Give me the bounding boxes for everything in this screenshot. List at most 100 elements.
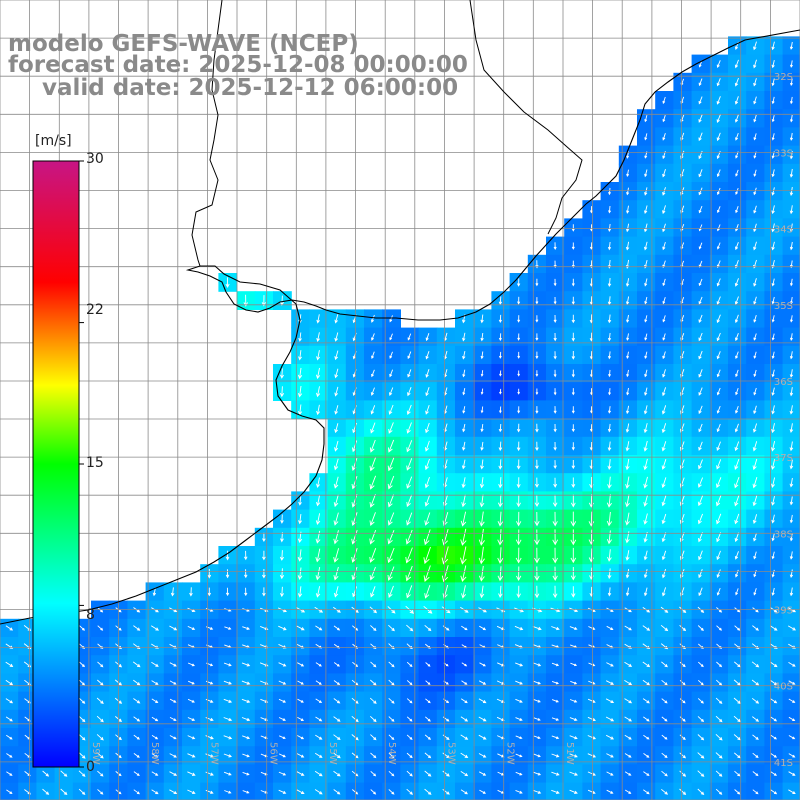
wind-arrow bbox=[205, 753, 214, 758]
wind-arrow bbox=[425, 716, 431, 722]
wind-arrow bbox=[589, 424, 593, 433]
wind-arrow bbox=[478, 734, 487, 740]
wind-arrow bbox=[351, 734, 359, 741]
wind-arrow bbox=[461, 477, 466, 489]
wind-arrow bbox=[625, 423, 630, 433]
wind-speed-cell bbox=[655, 782, 674, 800]
wind-arrow bbox=[644, 387, 648, 396]
wind-arrow bbox=[571, 242, 575, 250]
wind-arrow bbox=[734, 513, 740, 525]
wind-arrow bbox=[553, 278, 557, 287]
wind-arrow bbox=[5, 679, 14, 686]
wind-arrow bbox=[607, 549, 612, 562]
wind-arrow bbox=[770, 771, 777, 776]
wind-arrow bbox=[515, 753, 523, 758]
wind-arrow bbox=[188, 680, 195, 685]
wind-arrow bbox=[351, 475, 358, 490]
wind-arrow bbox=[351, 752, 359, 759]
wind-arrow bbox=[152, 587, 157, 597]
wind-speed-cell bbox=[600, 782, 620, 800]
wind-arrow bbox=[223, 698, 233, 703]
wind-arrow bbox=[478, 753, 487, 758]
wind-arrow bbox=[697, 770, 705, 777]
wind-arrow bbox=[389, 369, 394, 378]
wind-arrow bbox=[608, 388, 611, 396]
latitude-label: 41S bbox=[774, 758, 793, 769]
wind-arrow bbox=[334, 368, 339, 379]
wind-arrow bbox=[587, 771, 596, 776]
wind-arrow bbox=[423, 565, 431, 582]
wind-arrow bbox=[770, 753, 778, 758]
wind-arrow bbox=[788, 753, 796, 758]
wind-arrow bbox=[625, 476, 630, 489]
wind-arrow bbox=[516, 566, 522, 582]
wind-arrow bbox=[643, 716, 650, 722]
wind-arrow bbox=[424, 734, 432, 740]
wind-arrow bbox=[315, 625, 323, 631]
wind-arrow bbox=[223, 771, 232, 776]
wind-arrow bbox=[480, 406, 484, 414]
latitude-label: 34S bbox=[774, 225, 793, 236]
wind-arrow bbox=[608, 205, 612, 214]
wind-arrow bbox=[626, 369, 630, 378]
wind-arrow bbox=[424, 752, 432, 759]
wind-arrow bbox=[788, 680, 796, 685]
wind-arrow bbox=[406, 716, 413, 722]
wind-arrow bbox=[406, 734, 413, 740]
wind-arrow bbox=[624, 753, 632, 758]
wind-arrow bbox=[715, 752, 723, 759]
wind-arrow bbox=[643, 440, 648, 452]
wind-arrow bbox=[642, 661, 651, 668]
wind-arrow bbox=[569, 753, 578, 758]
wind-arrow bbox=[333, 476, 339, 489]
wind-arrow bbox=[734, 333, 739, 342]
wind-speed-cell bbox=[564, 782, 583, 800]
title-forecast-date: forecast date: 2025-12-08 00:00:00 bbox=[8, 52, 468, 78]
wind-speed-cell bbox=[746, 782, 765, 800]
wind-arrow bbox=[406, 476, 413, 489]
wind-arrow bbox=[515, 662, 524, 667]
wind-arrow bbox=[735, 169, 739, 177]
wind-arrow bbox=[388, 697, 395, 704]
wind-arrow bbox=[316, 404, 321, 416]
wind-arrow bbox=[734, 789, 741, 795]
wind-arrow bbox=[6, 734, 13, 740]
wind-arrow bbox=[333, 716, 341, 722]
wind-speed-cell bbox=[473, 782, 492, 800]
wind-arrow bbox=[279, 550, 284, 561]
wind-arrow bbox=[151, 771, 159, 776]
wind-arrow bbox=[241, 698, 251, 703]
wind-arrow bbox=[735, 405, 739, 414]
wind-arrow bbox=[223, 717, 233, 722]
wind-speed-cell bbox=[309, 782, 329, 800]
wind-arrow bbox=[571, 278, 575, 287]
wind-arrow bbox=[771, 278, 775, 287]
wind-arrow bbox=[625, 296, 630, 306]
wind-arrow bbox=[661, 550, 667, 561]
wind-arrow bbox=[371, 333, 375, 341]
wind-arrow bbox=[517, 351, 521, 359]
wind-arrow bbox=[551, 662, 560, 667]
wind-arrow bbox=[314, 770, 323, 777]
wind-arrow bbox=[735, 369, 739, 378]
wind-arrow bbox=[60, 788, 68, 796]
wind-arrow bbox=[169, 771, 178, 776]
wind-arrow bbox=[187, 753, 196, 758]
wind-arrow bbox=[679, 788, 687, 796]
wind-arrow bbox=[387, 530, 395, 545]
wind-arrow bbox=[352, 586, 358, 598]
wind-arrow bbox=[553, 423, 557, 433]
wind-arrow bbox=[789, 533, 794, 542]
wind-arrow bbox=[333, 566, 339, 581]
wind-arrow bbox=[789, 78, 793, 87]
wind-arrow bbox=[643, 494, 648, 507]
wind-arrow bbox=[552, 585, 558, 599]
wind-arrow bbox=[734, 661, 741, 668]
wind-speed-cell bbox=[782, 637, 800, 656]
longitude-label: 57W bbox=[208, 742, 219, 765]
wind-arrow bbox=[387, 494, 395, 508]
wind-arrow bbox=[551, 717, 560, 721]
wind-arrow bbox=[407, 351, 412, 360]
country-border bbox=[191, 0, 583, 267]
